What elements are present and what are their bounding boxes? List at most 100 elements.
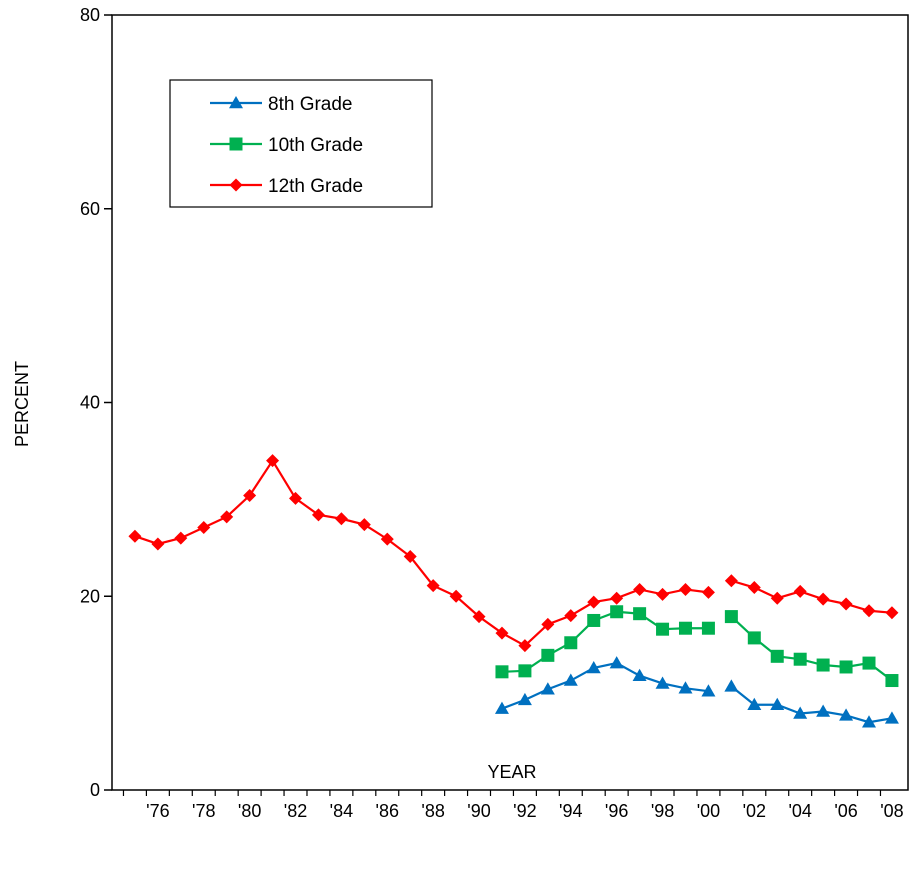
data-point-8th-grade <box>816 704 831 717</box>
data-point-8th-grade <box>563 673 578 686</box>
y-tick-label: 20 <box>80 586 100 606</box>
x-tick-label: '76 <box>146 801 169 821</box>
data-point-10th-grade <box>816 658 830 672</box>
x-tick-label: '02 <box>743 801 766 821</box>
data-point-8th-grade <box>678 681 693 694</box>
data-point-10th-grade <box>747 631 761 645</box>
data-point-10th-grade <box>839 660 853 674</box>
data-point-12th-grade <box>128 529 142 543</box>
data-point-10th-grade <box>633 607 647 621</box>
data-point-12th-grade <box>564 609 578 623</box>
x-tick-label: '80 <box>238 801 261 821</box>
data-point-8th-grade <box>701 684 716 697</box>
series-8th-grade <box>494 656 899 728</box>
y-axis: 0 20 40 60 80 <box>80 5 112 800</box>
data-point-8th-grade <box>884 711 899 724</box>
data-point-10th-grade <box>885 674 899 688</box>
y-axis-title: PERCENT <box>12 361 32 447</box>
data-point-10th-grade <box>495 665 509 679</box>
series-line-10th-grade <box>730 615 893 682</box>
y-tick-label: 80 <box>80 5 100 25</box>
data-point-12th-grade <box>197 520 211 534</box>
data-point-12th-grade <box>678 582 692 596</box>
data-point-10th-grade <box>610 605 624 619</box>
data-point-8th-grade <box>839 708 854 721</box>
data-point-12th-grade <box>243 489 257 502</box>
data-point-12th-grade <box>724 574 738 588</box>
y-tick-label: 60 <box>80 199 100 219</box>
data-point-12th-grade <box>518 639 532 653</box>
x-tick-label: '84 <box>330 801 353 821</box>
data-point-12th-grade <box>266 454 280 468</box>
data-point-10th-grade <box>656 622 670 636</box>
data-point-10th-grade <box>701 621 715 635</box>
data-point-8th-grade <box>609 656 624 669</box>
legend-marker-8th-grade <box>229 96 243 109</box>
legend-label-12th-grade: 12th Grade <box>268 176 363 197</box>
x-tick-label: '90 <box>467 801 490 821</box>
data-point-12th-grade <box>311 508 325 522</box>
legend-label-10th-grade: 10th Grade <box>268 135 363 156</box>
data-point-10th-grade <box>770 649 784 663</box>
x-tick-label: '04 <box>788 801 811 821</box>
legend-marker-12th-grade <box>229 178 243 192</box>
x-tick-label: '96 <box>605 801 628 821</box>
data-point-12th-grade <box>587 595 601 609</box>
series-line-8th-grade <box>501 661 709 710</box>
data-point-10th-grade <box>518 664 532 678</box>
x-axis-title: YEAR <box>487 762 536 782</box>
data-point-12th-grade <box>747 581 761 595</box>
x-tick-label: '08 <box>880 801 903 821</box>
data-point-10th-grade <box>862 656 876 670</box>
data-point-12th-grade <box>289 491 303 505</box>
data-point-12th-grade <box>220 510 234 524</box>
data-point-12th-grade <box>885 606 899 620</box>
data-point-8th-grade <box>517 692 532 706</box>
data-point-12th-grade <box>656 587 670 601</box>
data-point-12th-grade <box>816 592 830 606</box>
data-point-12th-grade <box>770 591 784 605</box>
data-point-12th-grade <box>610 591 624 605</box>
data-point-10th-grade <box>793 652 807 666</box>
legend: 8th Grade 10th Grade 12th Grade <box>169 79 433 208</box>
data-point-10th-grade <box>678 621 692 635</box>
data-point-12th-grade <box>793 584 807 598</box>
data-point-12th-grade <box>334 512 348 526</box>
data-point-12th-grade <box>174 531 188 545</box>
series-10th-grade <box>495 605 899 688</box>
x-tick-label: '98 <box>651 801 674 821</box>
data-point-8th-grade <box>540 682 555 695</box>
data-point-10th-grade <box>564 636 578 650</box>
data-point-12th-grade <box>472 610 486 624</box>
data-point-10th-grade <box>541 648 555 662</box>
x-tick-label: '92 <box>513 801 536 821</box>
y-tick-label: 0 <box>90 780 100 800</box>
data-point-10th-grade <box>724 610 738 624</box>
data-point-12th-grade <box>862 604 876 618</box>
data-point-12th-grade <box>701 585 715 599</box>
series-layer <box>128 454 899 728</box>
data-point-12th-grade <box>357 518 371 532</box>
y-tick-label: 40 <box>80 393 100 413</box>
data-point-12th-grade <box>495 626 509 640</box>
data-point-8th-grade <box>586 660 601 674</box>
data-point-12th-grade <box>403 550 417 564</box>
data-point-8th-grade <box>632 668 647 681</box>
data-point-12th-grade <box>449 589 463 603</box>
data-point-8th-grade <box>793 706 808 719</box>
data-point-12th-grade <box>541 617 555 631</box>
x-tick-label: '06 <box>834 801 857 821</box>
data-point-12th-grade <box>151 537 165 551</box>
data-point-8th-grade <box>655 676 670 689</box>
x-tick-label: '00 <box>697 801 720 821</box>
data-point-8th-grade <box>862 715 877 728</box>
x-axis: '76 '78 '80 '82 '84 '86 '88 '90 '92 '94 '96 '98 '00 '… <box>122 790 904 821</box>
data-point-12th-grade <box>380 532 394 546</box>
series-line-10th-grade <box>501 610 709 673</box>
legend-marker-10th-grade <box>229 137 243 151</box>
data-point-12th-grade <box>633 582 647 596</box>
data-point-10th-grade <box>587 613 601 627</box>
data-point-12th-grade <box>426 579 440 593</box>
data-point-8th-grade <box>747 697 762 710</box>
